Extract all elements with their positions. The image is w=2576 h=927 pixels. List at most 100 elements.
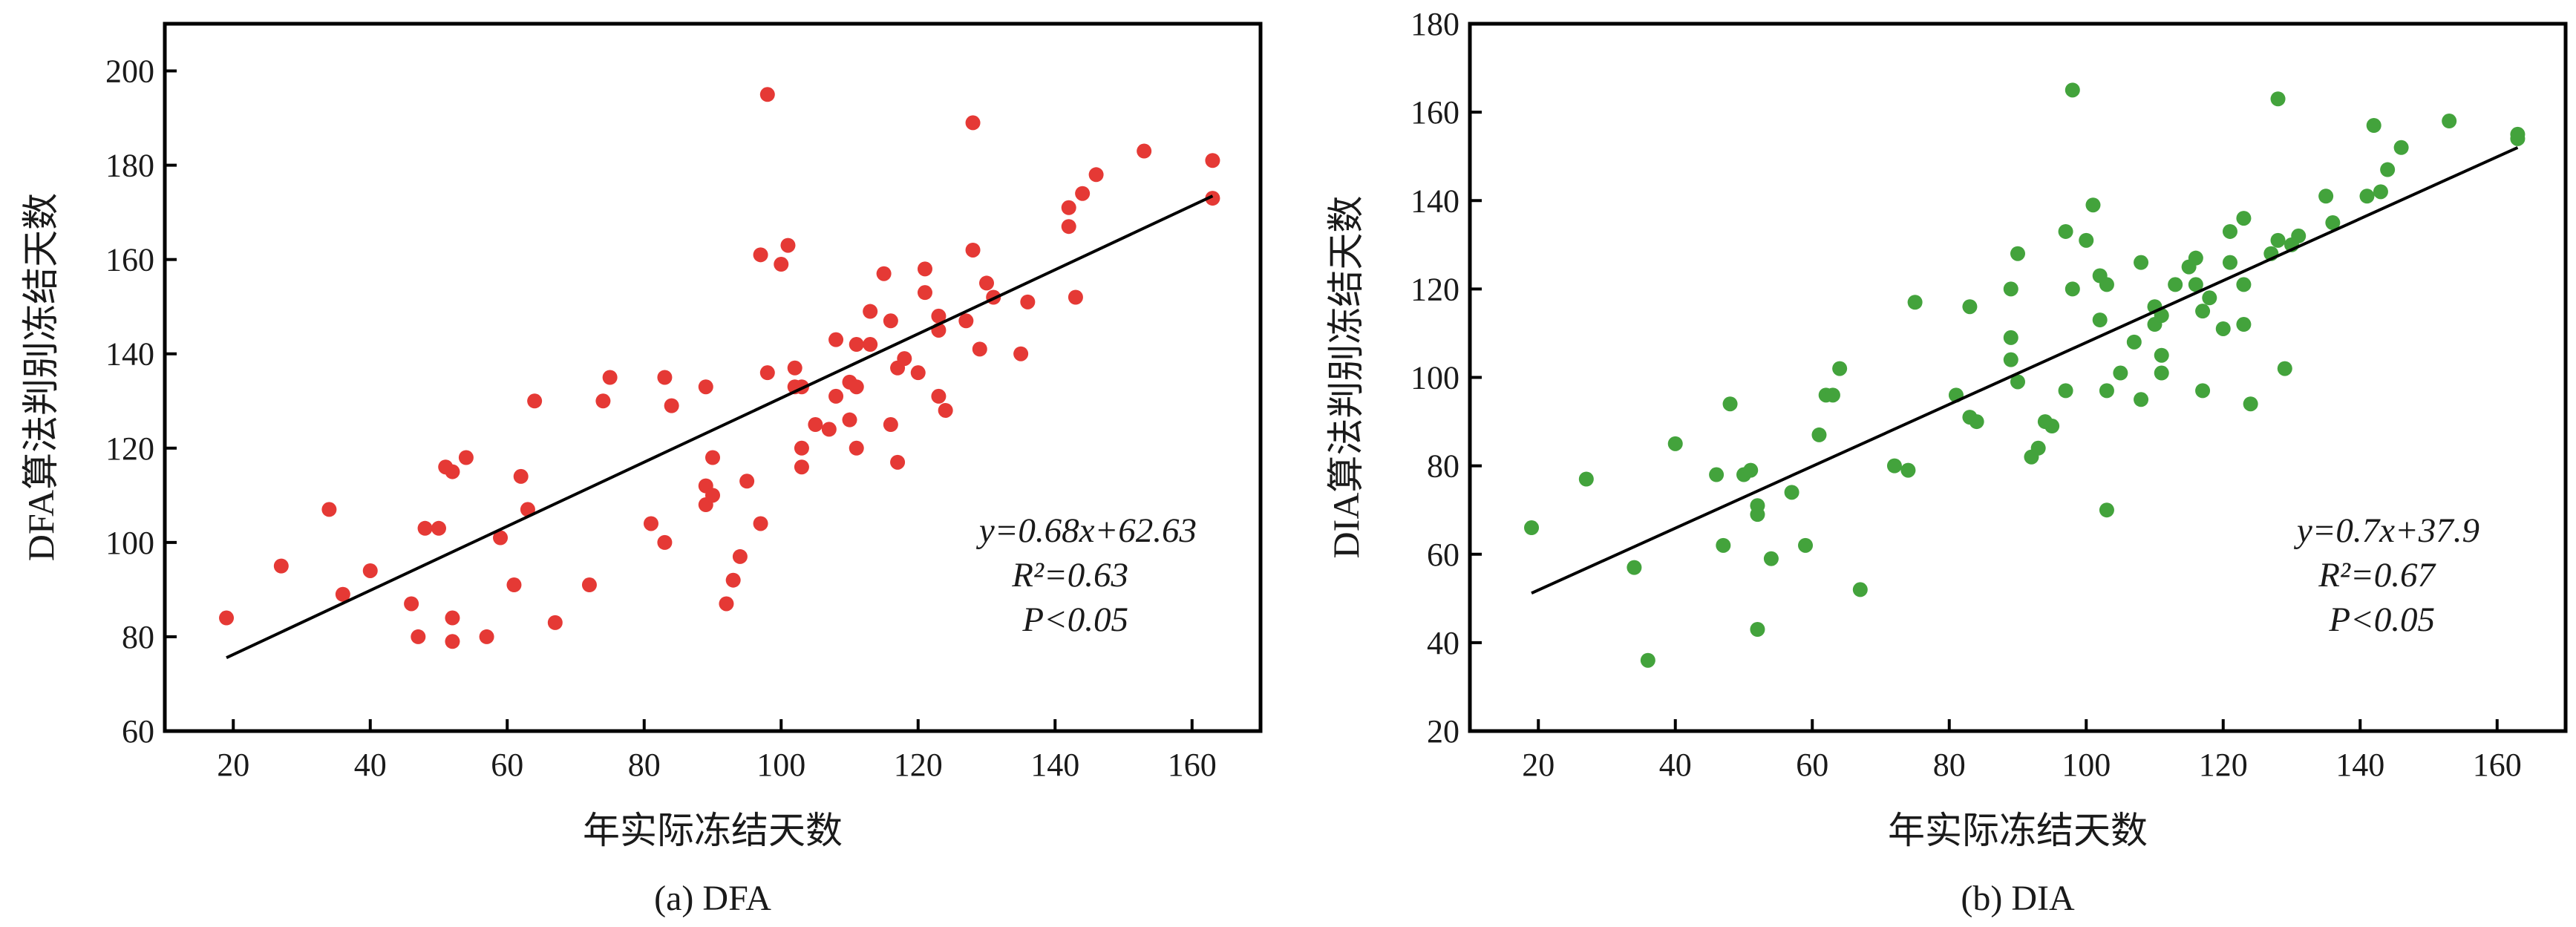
data-point bbox=[547, 615, 563, 630]
data-point bbox=[1578, 471, 1594, 487]
data-point bbox=[2366, 117, 2382, 133]
x-axis-title: 年实际冻结天数 bbox=[583, 810, 843, 851]
data-point bbox=[1750, 622, 1765, 638]
data-point bbox=[849, 337, 864, 353]
data-point bbox=[2010, 246, 2025, 261]
x-tick-label: 80 bbox=[1933, 747, 1966, 783]
data-point bbox=[917, 261, 932, 277]
y-tick-label: 100 bbox=[105, 525, 154, 561]
tick-labels: 20 40 60 80 100 120 140 160 60 80 100 120 140 160 180 2… bbox=[105, 53, 1217, 783]
data-point bbox=[753, 247, 768, 263]
p-value: P<0.05 bbox=[2328, 600, 2435, 639]
data-point bbox=[431, 520, 446, 536]
data-point bbox=[2222, 223, 2237, 239]
data-point bbox=[2236, 211, 2252, 226]
data-point bbox=[1667, 436, 1683, 451]
plot-frame bbox=[163, 22, 1263, 733]
data-point bbox=[2215, 321, 2231, 336]
x-tick-label: 40 bbox=[1659, 747, 1692, 783]
data-point bbox=[2373, 184, 2388, 200]
data-point bbox=[1962, 299, 1978, 315]
data-point bbox=[965, 115, 981, 131]
data-point bbox=[2202, 290, 2217, 306]
data-point bbox=[335, 586, 350, 602]
data-point bbox=[883, 313, 898, 329]
x-tick-label: 120 bbox=[894, 747, 943, 783]
data-point bbox=[759, 87, 775, 102]
data-point bbox=[2318, 189, 2334, 204]
data-point bbox=[1784, 485, 1799, 500]
data-point bbox=[828, 332, 844, 347]
regression-equation: y=0.68x+62.63 bbox=[976, 511, 1197, 550]
data-point bbox=[1722, 396, 1738, 412]
data-point bbox=[506, 577, 522, 593]
data-point bbox=[2058, 383, 2073, 399]
data-point bbox=[863, 304, 878, 319]
data-point bbox=[2010, 374, 2025, 390]
regression-line bbox=[226, 194, 1214, 660]
data-point bbox=[842, 412, 857, 428]
data-point bbox=[2113, 365, 2128, 381]
x-tick-label: 20 bbox=[1522, 747, 1555, 783]
data-point bbox=[917, 285, 932, 301]
data-point bbox=[2099, 502, 2114, 518]
data-point bbox=[2222, 255, 2237, 270]
data-point bbox=[1020, 294, 1036, 309]
x-tick-label: 160 bbox=[1168, 747, 1217, 783]
data-point bbox=[643, 516, 658, 531]
y-tick-label: 60 bbox=[122, 713, 154, 750]
data-point bbox=[2277, 361, 2292, 376]
scatter-points bbox=[1524, 82, 2526, 668]
data-point bbox=[2270, 91, 2286, 107]
data-point bbox=[774, 257, 789, 272]
data-point bbox=[2393, 140, 2409, 155]
data-point bbox=[739, 474, 755, 489]
data-point bbox=[479, 629, 494, 644]
data-point bbox=[1743, 462, 1759, 478]
data-point bbox=[849, 440, 864, 456]
data-point bbox=[794, 459, 809, 475]
data-point bbox=[1716, 537, 1731, 553]
data-point bbox=[445, 610, 460, 626]
data-point bbox=[2380, 162, 2396, 177]
panel-caption: (b) DIA bbox=[1961, 879, 2075, 918]
data-point bbox=[725, 572, 741, 588]
chart-panel-dia: 20 40 60 80 100 120 140 160 20 40 60 80 100 120 140 160… bbox=[1325, 6, 2568, 918]
data-point bbox=[897, 351, 912, 367]
data-point bbox=[1886, 458, 1902, 474]
data-point bbox=[1075, 186, 1091, 201]
data-point bbox=[2195, 383, 2211, 399]
data-point bbox=[979, 275, 994, 291]
y-tick-label: 80 bbox=[1427, 448, 1459, 485]
data-point bbox=[794, 440, 809, 456]
data-point bbox=[753, 516, 768, 531]
data-point bbox=[595, 393, 611, 409]
x-tick-label: 140 bbox=[2335, 747, 2384, 783]
data-point bbox=[849, 379, 864, 395]
x-tick-label: 140 bbox=[1030, 747, 1079, 783]
data-point bbox=[863, 337, 878, 353]
data-point bbox=[458, 450, 474, 465]
y-tick-label: 200 bbox=[105, 53, 154, 90]
data-point bbox=[1852, 582, 1868, 597]
data-point bbox=[2079, 232, 2094, 248]
y-tick-label: 140 bbox=[1410, 183, 1459, 219]
data-point bbox=[1205, 191, 1220, 206]
x-tick-label: 120 bbox=[2199, 747, 2248, 783]
regression-equation: y=0.7x+37.9 bbox=[2294, 511, 2479, 550]
y-tick-label: 20 bbox=[1427, 713, 1459, 750]
data-point bbox=[808, 417, 823, 433]
data-point bbox=[972, 341, 987, 357]
data-point bbox=[1907, 295, 1923, 310]
y-tick-label: 40 bbox=[1427, 625, 1459, 661]
y-tick-label: 180 bbox=[1410, 6, 1459, 42]
data-point bbox=[2099, 383, 2114, 399]
data-point bbox=[732, 548, 748, 564]
data-point bbox=[2099, 277, 2114, 292]
data-point bbox=[931, 388, 947, 404]
y-tick-label: 120 bbox=[1410, 271, 1459, 307]
data-point bbox=[1524, 520, 1540, 536]
tick-labels: 20 40 60 80 100 120 140 160 20 40 60 80 100 120 140 160… bbox=[1410, 6, 2522, 783]
data-point bbox=[828, 388, 844, 404]
